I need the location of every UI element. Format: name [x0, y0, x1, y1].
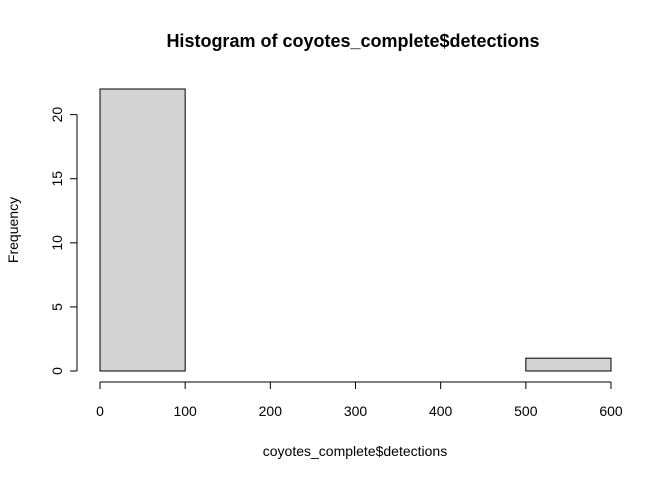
y-tick-label: 15 — [49, 171, 65, 187]
x-tick-label: 0 — [96, 403, 104, 419]
x-tick-label: 300 — [344, 403, 368, 419]
x-tick-label: 600 — [599, 403, 623, 419]
histogram-bar-5 — [525, 357, 612, 372]
x-axis-label: coyotes_complete$detections — [263, 443, 447, 459]
y-axis-label: Frequency — [5, 197, 21, 263]
y-tick-label: 10 — [49, 235, 65, 251]
histogram-bar-0 — [99, 88, 186, 372]
y-axis: 0 5 10 15 20 — [49, 107, 78, 375]
y-tick-label: 20 — [49, 107, 65, 123]
x-tick-label: 400 — [429, 403, 453, 419]
x-axis: 0 100 200 300 400 500 600 — [96, 381, 623, 419]
chart-title: Histogram of coyotes_complete$detections — [166, 31, 539, 51]
x-tick-label: 100 — [173, 403, 197, 419]
x-tick-label: 500 — [514, 403, 538, 419]
bars-group — [99, 88, 612, 372]
x-tick-label: 200 — [259, 403, 283, 419]
y-tick-label: 0 — [49, 367, 65, 375]
y-tick-label: 5 — [49, 303, 65, 311]
